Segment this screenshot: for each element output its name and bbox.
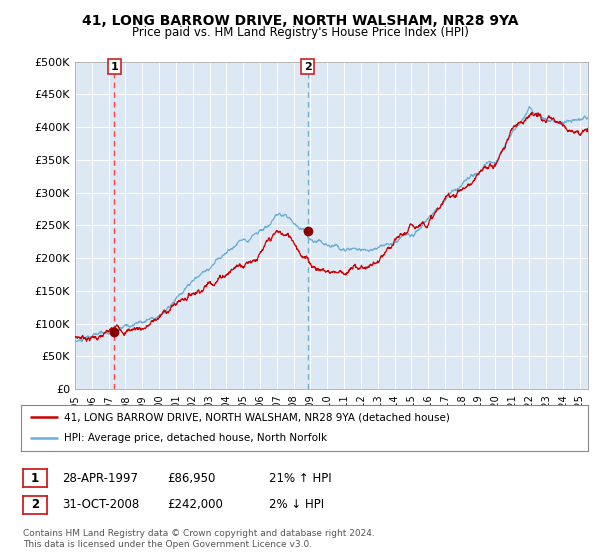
Text: HPI: Average price, detached house, North Norfolk: HPI: Average price, detached house, Nort… [64,433,326,444]
Text: 1: 1 [31,472,39,485]
Text: £242,000: £242,000 [167,498,223,511]
Text: £86,950: £86,950 [167,472,215,485]
Text: Contains HM Land Registry data © Crown copyright and database right 2024.
This d: Contains HM Land Registry data © Crown c… [23,529,374,549]
Text: 28-APR-1997: 28-APR-1997 [62,472,138,485]
Text: 41, LONG BARROW DRIVE, NORTH WALSHAM, NR28 9YA (detached house): 41, LONG BARROW DRIVE, NORTH WALSHAM, NR… [64,412,449,422]
Text: 41, LONG BARROW DRIVE, NORTH WALSHAM, NR28 9YA: 41, LONG BARROW DRIVE, NORTH WALSHAM, NR… [82,14,518,28]
Text: 2: 2 [31,498,39,511]
Text: 2% ↓ HPI: 2% ↓ HPI [269,498,324,511]
Text: 31-OCT-2008: 31-OCT-2008 [62,498,139,511]
Text: 1: 1 [110,62,118,72]
Text: 2: 2 [304,62,311,72]
Text: 21% ↑ HPI: 21% ↑ HPI [269,472,331,485]
Text: Price paid vs. HM Land Registry's House Price Index (HPI): Price paid vs. HM Land Registry's House … [131,26,469,39]
